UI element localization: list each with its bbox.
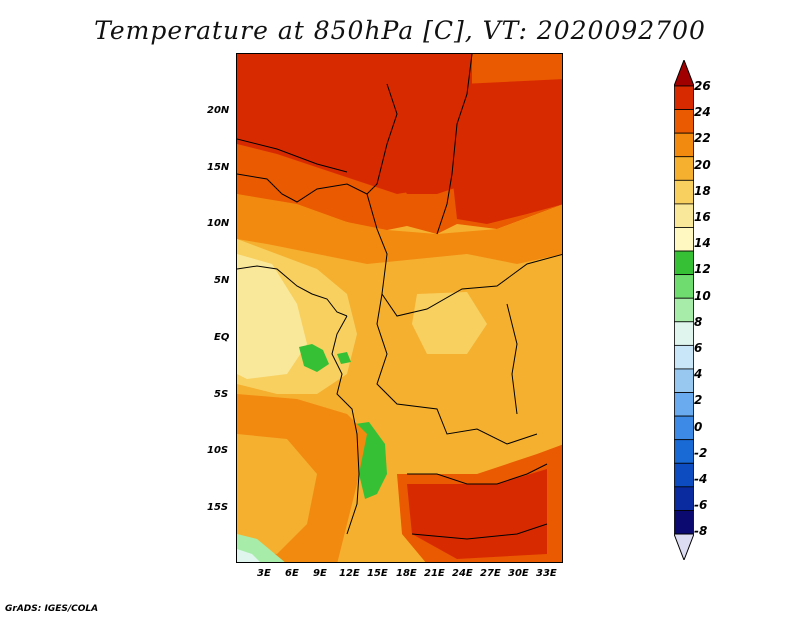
lat-label-15n: 15N (207, 162, 230, 173)
lon-label-18e: 18E (396, 568, 417, 579)
gulf-guinea-pale (237, 254, 307, 379)
colorbar-tick-label: 16 (694, 209, 711, 224)
colorbar-band (674, 85, 694, 110)
colorbar-tick-label: 20 (694, 157, 711, 172)
colorbar-band (674, 344, 694, 370)
lon-label-6e: 6E (285, 568, 299, 579)
sahel-orange-band (237, 194, 562, 264)
colorbar (674, 60, 694, 560)
lon-label-3e: 3E (257, 568, 271, 579)
chart-title: Temperature at 850hPa [C], VT: 202009270… (94, 16, 706, 45)
colorbar-tick-label: 26 (694, 79, 711, 93)
colorbar-band (674, 392, 694, 417)
lat-label-10s: 10S (207, 445, 229, 456)
colorbar-tick-label: 4 (694, 367, 703, 382)
southwest-coldest (237, 549, 260, 562)
colorbar-tick-label: -6 (694, 498, 708, 513)
colorbar-tick-label: 24 (694, 105, 711, 120)
lat-label-20n: 20N (207, 105, 230, 116)
colorbar-band (674, 486, 694, 511)
lat-label-15s: 15S (207, 502, 229, 513)
lon-label-15e: 15E (367, 568, 388, 579)
lat-label-5s: 5S (214, 389, 229, 400)
colorbar-band (674, 439, 694, 464)
map-canvas (237, 54, 562, 562)
colorbar-top-triangle (674, 60, 694, 87)
colorbar-band (674, 510, 694, 535)
colorbar-band (674, 227, 694, 252)
colorbar-tick-label: 0 (694, 419, 703, 434)
colorbar-tick-label: 8 (694, 314, 703, 329)
lon-label-12e: 12E (339, 568, 360, 579)
lon-label-33e: 33E (536, 568, 557, 579)
colorbar-bottom-triangle (674, 533, 694, 560)
colorbar-tick-label: 2 (694, 393, 703, 408)
grads-credit: GrADS: IGES/COLA (5, 604, 99, 614)
colorbar-tick-label: 14 (694, 236, 711, 251)
colorbar-band (674, 109, 694, 134)
colorbar-tick-label: -4 (694, 471, 708, 486)
congo-cool-patch (412, 292, 487, 354)
colorbar-tick-label: 18 (694, 183, 711, 198)
colorbar-band (674, 368, 694, 393)
temperature-map (236, 53, 563, 563)
lon-label-30e: 30E (508, 568, 529, 579)
colorbar-tick-label: -2 (694, 445, 708, 460)
lon-label-24e: 24E (452, 568, 473, 579)
lon-label-21e: 21E (424, 568, 445, 579)
colorbar-band (674, 203, 694, 228)
lat-label-10n: 10N (207, 218, 230, 229)
colorbar-band (674, 297, 694, 323)
north-hot-core-east (452, 79, 562, 224)
lat-label-5n: 5N (214, 275, 230, 286)
colorbar-tick-label: 6 (694, 340, 703, 355)
colorbar-band (674, 156, 694, 181)
colorbar-band (674, 415, 694, 441)
colorbar-band (674, 132, 694, 158)
lon-label-9e: 9E (313, 568, 327, 579)
colorbar-tick-label: 22 (694, 131, 711, 146)
colorbar-tick-label: 12 (694, 262, 711, 277)
colorbar-band (674, 274, 694, 299)
lon-label-27e: 27E (480, 568, 501, 579)
colorbar-tick-label: -8 (694, 524, 708, 539)
country-borders (237, 54, 562, 540)
colorbar-tick-label: 10 (694, 288, 711, 303)
gabon-green-patch (299, 344, 329, 372)
lat-label-eq: EQ (214, 332, 230, 343)
colorbar-band (674, 321, 694, 346)
colorbar-band (674, 250, 694, 276)
colorbar-band (674, 462, 694, 488)
north-hot-core-center (387, 94, 467, 194)
south-atlantic-light (237, 434, 317, 554)
colorbar-band (674, 179, 694, 205)
congo-green-spot (337, 352, 351, 364)
